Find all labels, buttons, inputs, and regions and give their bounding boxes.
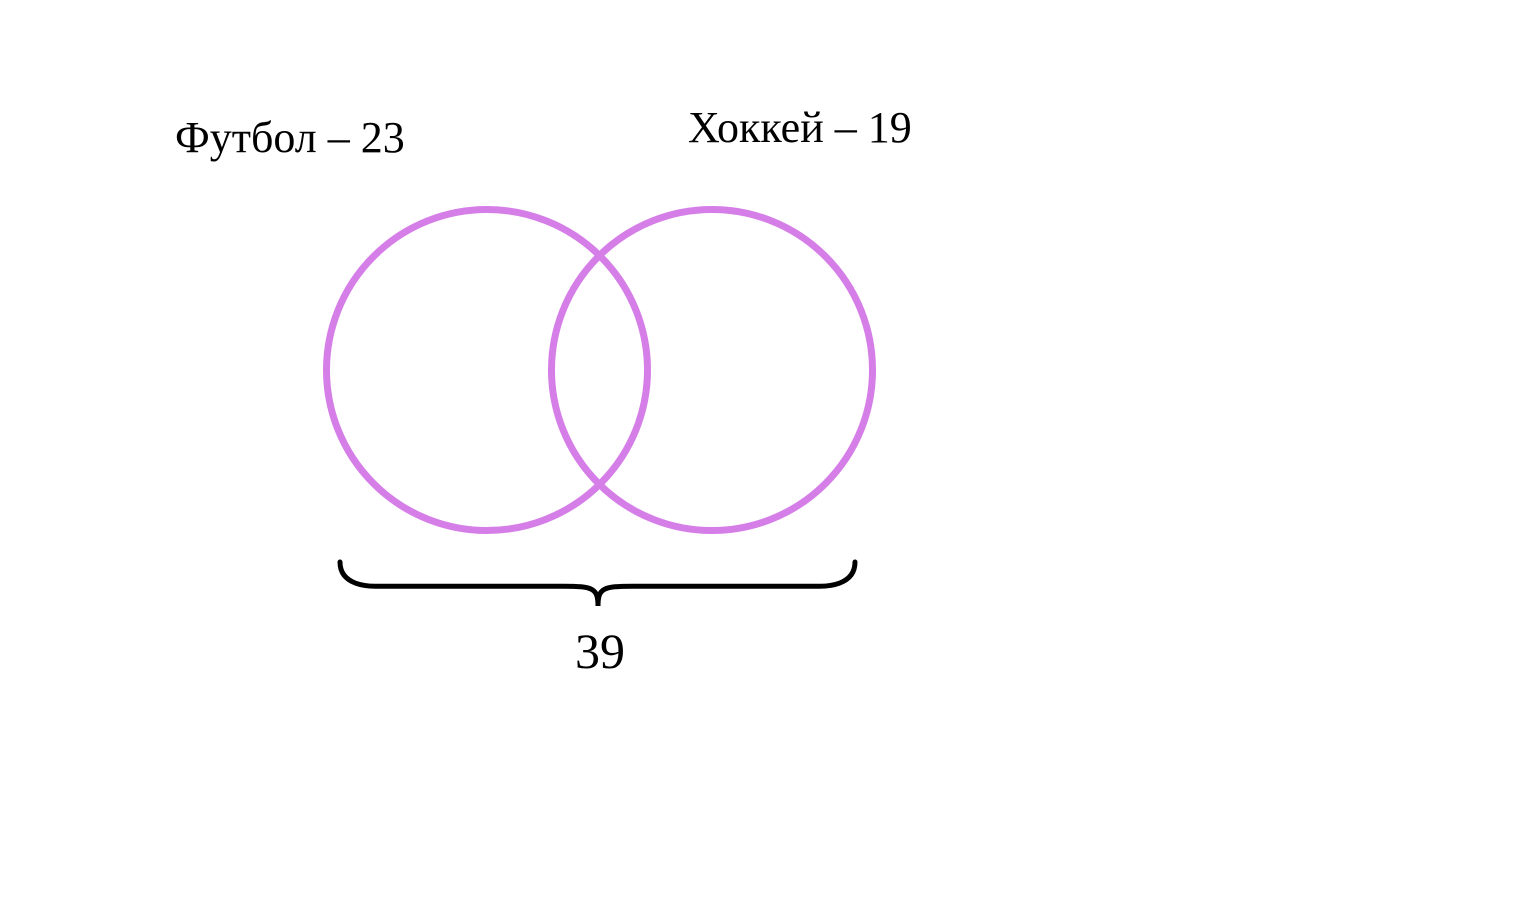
venn-brace [340, 558, 855, 622]
venn-circle-right [548, 206, 876, 534]
venn-total-value: 39 [575, 622, 625, 680]
venn-left-label: Футбол – 23 [175, 112, 405, 163]
venn-right-label: Хоккей – 19 [688, 102, 912, 153]
